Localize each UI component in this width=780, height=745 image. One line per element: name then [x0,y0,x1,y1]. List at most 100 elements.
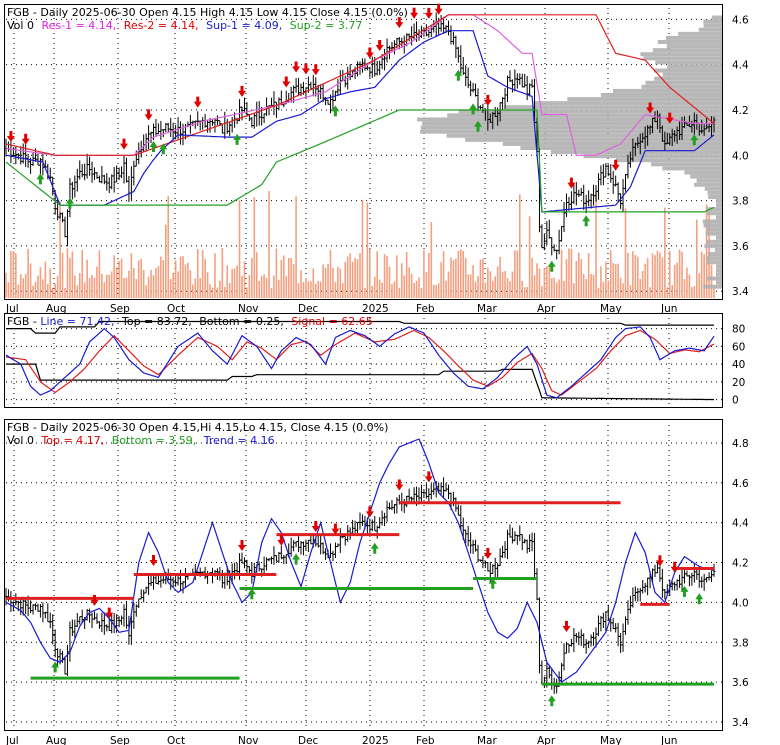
volume-bar [629,285,632,298]
volume-bar [130,253,133,298]
volume-bar [265,278,268,298]
volume-bar [74,275,76,298]
volume-bar [619,277,622,298]
x-tick-label-top: Dec [298,303,319,315]
volume-profile-bar [655,60,722,65]
volume-bar [533,275,536,298]
volume-bar [452,260,455,298]
volume-bar [7,282,10,298]
volume-bar [698,273,701,298]
volume-bar [632,251,634,298]
volume-bar [125,277,128,298]
volume-bar [359,253,361,298]
down-arrow [144,109,153,121]
volume-bar [310,281,312,298]
volume-bar [440,262,442,298]
volume-bar [103,282,106,298]
volume-bar [332,267,334,298]
down-arrow [238,85,246,97]
y-tick-label: 4.0 [732,150,749,162]
volume-bar [705,204,708,298]
volume-profile-bar [714,247,722,252]
down-arrow [665,112,674,124]
volume-bar [703,254,705,298]
volume-bar [204,259,206,298]
volume-profile-bar [706,207,722,212]
volume-bar [10,251,12,298]
volume-bar [683,279,686,298]
volume-bar [592,274,595,298]
volume-bar [273,275,275,298]
volume-bar [147,276,150,298]
volume-bar [258,280,261,298]
up-arrow [690,134,699,146]
volume-bar [140,258,143,298]
x-tick-label-bottom: 2025 [362,735,389,745]
price-bars-top [4,12,716,260]
volume-bar [248,274,251,298]
volume-bar [656,250,659,298]
y-tick-label: 40 [732,359,745,371]
volume-bar [430,222,433,298]
up-arrow [149,141,158,153]
y-tick-label: 3.8 [732,196,749,208]
volume-bar [201,250,204,298]
volume-bar [110,271,113,298]
res2-line [5,14,715,156]
volume-bar [214,253,216,298]
volume-profile-bar [703,223,722,228]
volume-profile-bar [657,39,722,44]
volume-bar [516,250,519,298]
volume-bar [162,259,165,298]
volume-bar [32,285,34,298]
volume-bar [69,257,71,298]
volume-bar [337,266,339,298]
volume-bar [226,265,229,298]
volume-bar [241,275,243,298]
volume-bar [391,284,393,298]
volume-bar [636,256,639,298]
volume-bar [691,287,693,298]
volume-bar [528,216,531,298]
volume-profile-bar [654,76,722,81]
down-arrow [410,7,419,19]
volume-bar [693,286,696,298]
x-tick-label-top: May [600,303,622,315]
down-arrow [434,3,443,15]
volume-bar [597,287,600,298]
volume-bar [494,276,497,298]
volume-profile-bar [703,284,722,289]
x-tick-label-bottom: Mar [477,735,497,745]
volume-bar [61,253,64,298]
x-tick-label-top: Nov [238,303,259,315]
volume-bar [169,278,172,298]
volume-profile-bar [703,19,722,24]
volume-bar [609,250,612,298]
volume-bar [575,261,578,298]
volume-bar [710,264,713,298]
down-arrow [193,96,202,108]
up-arrow [680,585,689,597]
volume-bar [686,267,688,298]
volume-bar [49,268,52,298]
volume-bar [182,256,184,298]
down-arrow [311,64,320,76]
volume-bar [536,263,538,298]
volume-profile-bar [653,68,722,73]
volume-profile-bar [705,231,722,236]
volume-bar [251,257,253,298]
down-arrow [483,94,492,106]
volume-bar [64,287,66,298]
top-vol-label: Vol 0 [7,19,34,32]
x-tick-label-bottom: May [600,735,622,745]
y-tick-label: 60 [732,341,745,353]
volume-bar [231,269,233,298]
down-arrow [105,607,114,619]
volume-profile-bar [643,56,722,61]
down-arrow [21,133,30,145]
volume-bar [531,257,533,298]
volume-profile-bar [458,109,722,114]
up-arrow [695,593,704,605]
top-legend: Vol 0 Res-1 = 4.14, Res-2 = 4.14, Sup-1 … [7,19,362,32]
top-panel-title: FGB - Daily 2025-06-30 Open 4.15 High 4.… [7,6,408,19]
